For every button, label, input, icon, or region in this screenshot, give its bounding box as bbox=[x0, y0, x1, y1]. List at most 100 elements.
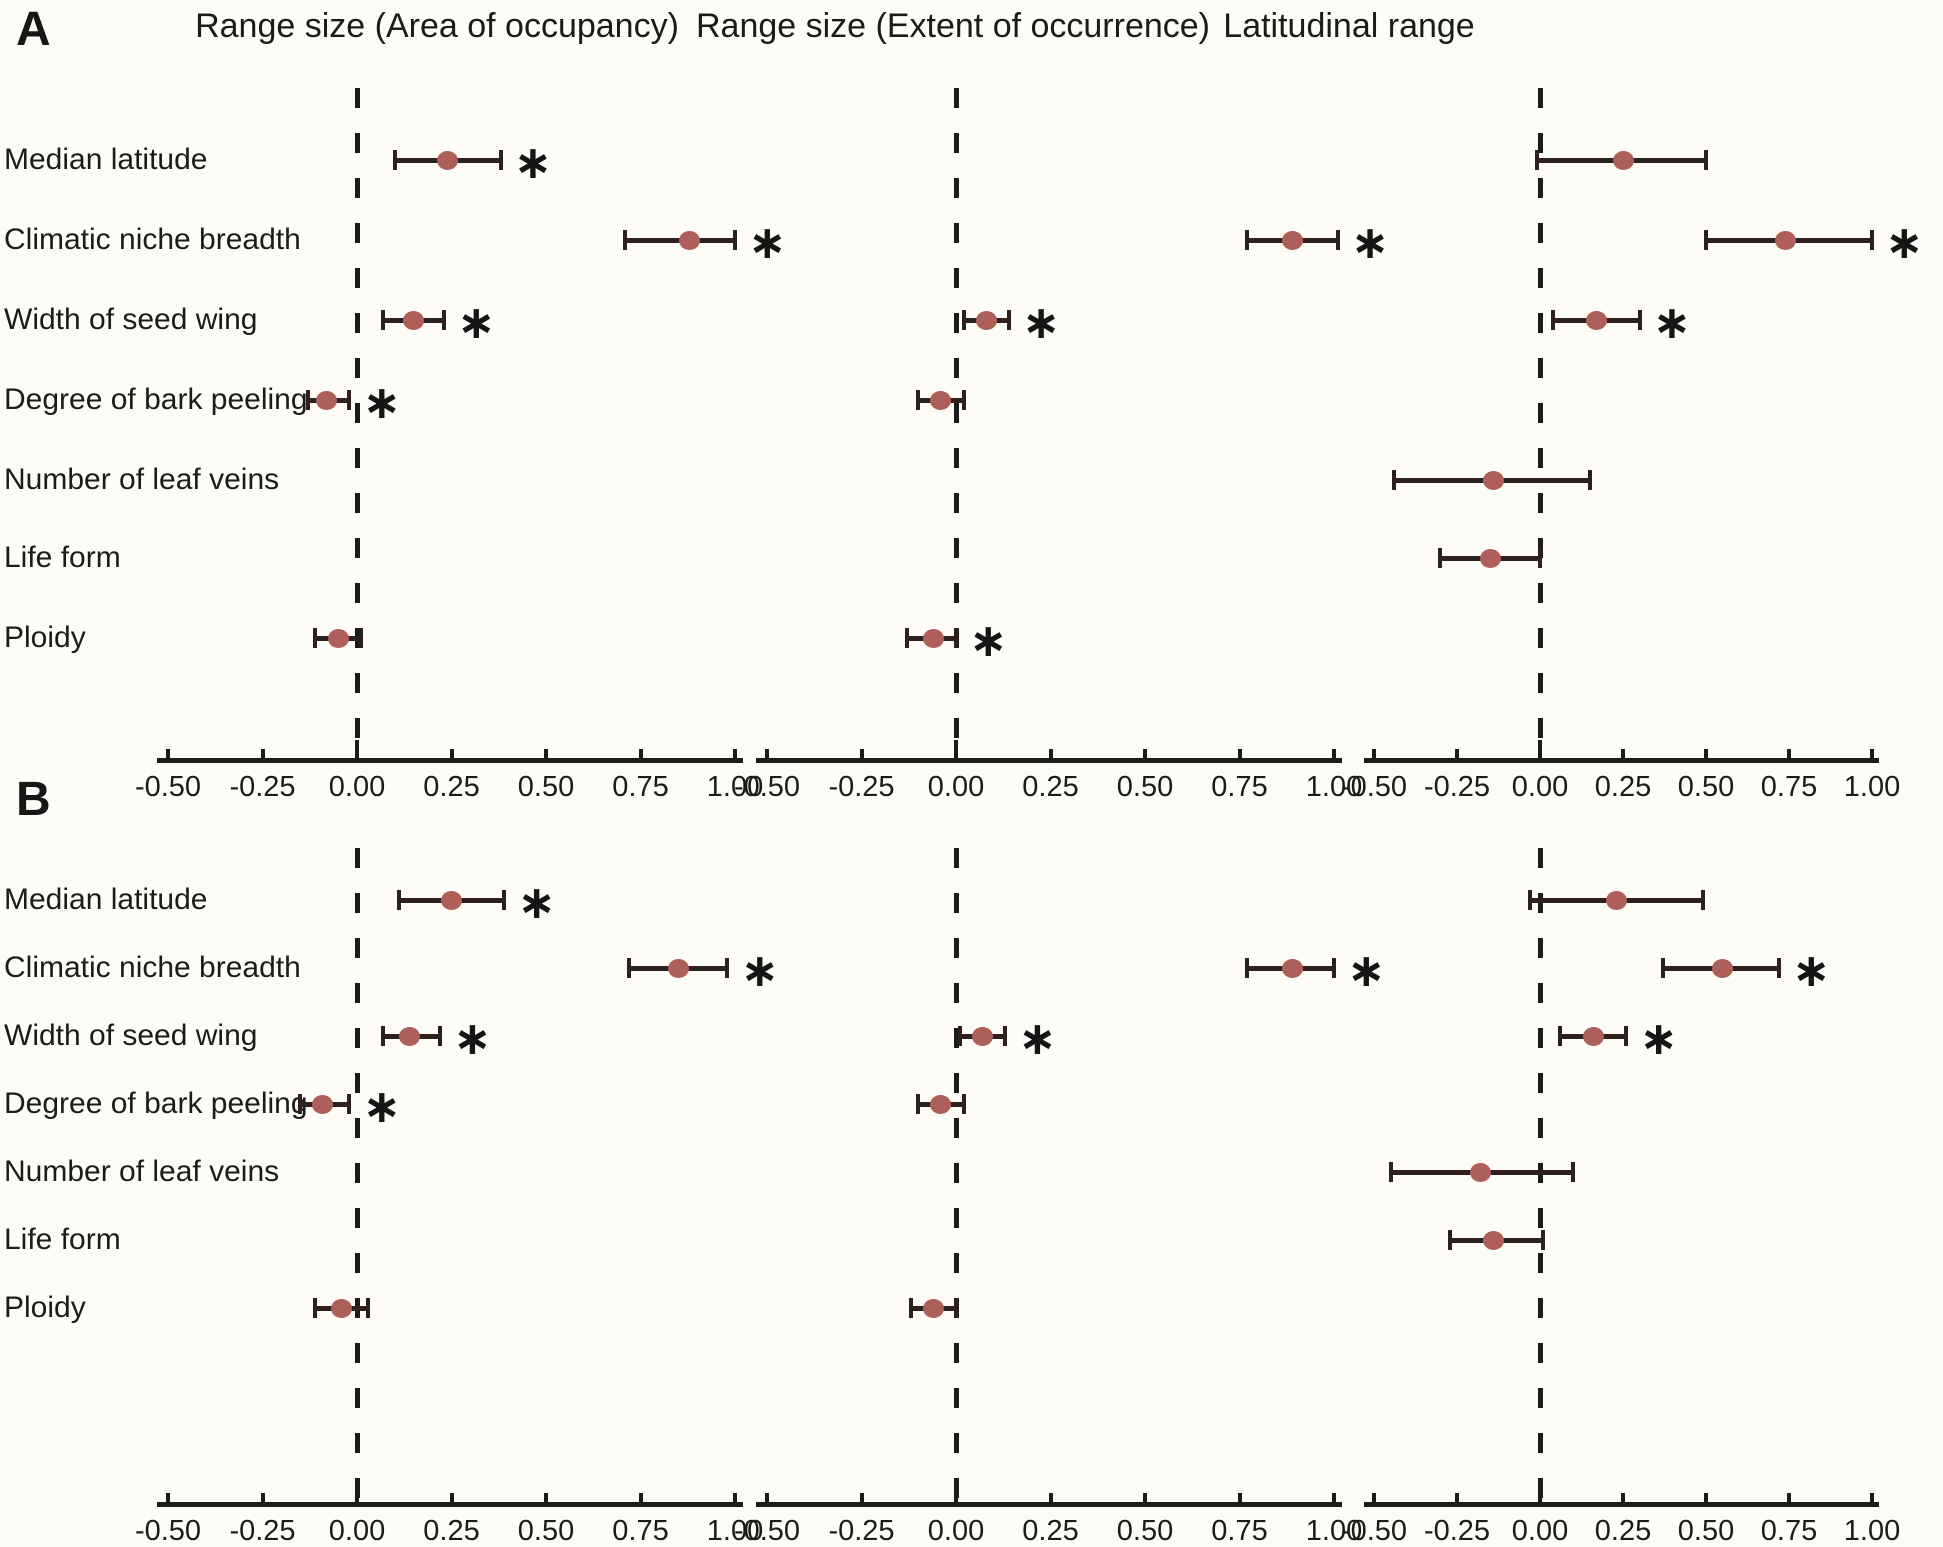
row-label: Ploidy bbox=[4, 1291, 86, 1324]
ci-cap-right bbox=[347, 1094, 352, 1114]
ci-cap-right bbox=[358, 628, 363, 648]
ci-cap-left bbox=[1245, 230, 1250, 250]
axis-tick bbox=[1455, 1493, 1459, 1506]
tick-label: 0.00 bbox=[328, 771, 386, 803]
tick-label: -0.50 bbox=[134, 771, 202, 803]
tick-label: 0.75 bbox=[612, 771, 669, 803]
tick-label: 1.00 bbox=[1305, 1515, 1363, 1547]
axis-tick bbox=[166, 1493, 170, 1506]
significance-star: ∗ bbox=[1350, 215, 1390, 268]
ci-cap-left bbox=[1557, 1026, 1562, 1046]
axis-tick bbox=[1048, 1493, 1053, 1506]
ci-cap-left bbox=[961, 310, 966, 330]
significance-star: ∗ bbox=[1885, 215, 1924, 268]
data-point bbox=[1483, 1230, 1505, 1250]
axis-tick bbox=[544, 1493, 548, 1506]
data-point bbox=[1612, 150, 1634, 170]
tick-label: 0.25 bbox=[423, 771, 480, 803]
tick-label: 0.25 bbox=[1022, 771, 1079, 803]
significance-star: ∗ bbox=[748, 215, 787, 268]
ci-cap-left bbox=[627, 958, 632, 978]
panel-a-label: A bbox=[16, 3, 51, 56]
axis-tick bbox=[1621, 749, 1625, 762]
row-label: Life form bbox=[4, 541, 121, 574]
row-label: Median latitude bbox=[4, 143, 208, 176]
data-point bbox=[312, 1094, 334, 1114]
axis-tick bbox=[1332, 1493, 1336, 1506]
tick-label: 0.75 bbox=[1760, 1515, 1818, 1547]
ci-cap-left bbox=[1391, 470, 1396, 490]
ci-cap-left bbox=[916, 390, 921, 410]
data-point bbox=[441, 890, 462, 910]
tick-label: -0.50 bbox=[733, 771, 801, 803]
panel-b-label: B bbox=[16, 773, 51, 826]
axis-tick bbox=[954, 1484, 958, 1506]
ci-cap-right bbox=[1003, 1026, 1008, 1046]
tick-label: 0.50 bbox=[1677, 771, 1735, 803]
data-point bbox=[667, 958, 689, 978]
row-label: Climatic niche breadth bbox=[4, 951, 301, 984]
data-point bbox=[1281, 230, 1303, 250]
significance-star: ∗ bbox=[1652, 295, 1692, 348]
significance-star: ∗ bbox=[740, 943, 779, 996]
ci-cap-left bbox=[1245, 958, 1250, 978]
tick-label: 1.00 bbox=[1305, 771, 1363, 803]
tick-label: 0.25 bbox=[1594, 1515, 1652, 1547]
data-point bbox=[1712, 958, 1734, 978]
axis-tick bbox=[260, 1493, 265, 1506]
data-point bbox=[403, 310, 425, 330]
tick-label: 0.50 bbox=[1677, 1515, 1735, 1547]
row-label: Life form bbox=[4, 1223, 121, 1256]
axis-tick bbox=[859, 749, 864, 762]
significance-star: ∗ bbox=[517, 875, 556, 928]
tick-label: 0.75 bbox=[612, 1515, 669, 1547]
axis-tick bbox=[544, 749, 548, 762]
axis-tick bbox=[1237, 749, 1242, 762]
row-label: Degree of bark peeling bbox=[4, 383, 308, 416]
ci-cap-left bbox=[396, 890, 401, 910]
axis-tick bbox=[1538, 1484, 1542, 1506]
ci-cap-right bbox=[1335, 230, 1340, 250]
row-label: Degree of bark peeling bbox=[4, 1087, 308, 1120]
tick-label: 0.00 bbox=[328, 1515, 386, 1547]
ci-cap-right bbox=[502, 890, 507, 910]
axis-tick bbox=[859, 1493, 864, 1506]
axis-tick bbox=[260, 749, 265, 762]
tick-label: 0.50 bbox=[1116, 1515, 1174, 1547]
ci-cap-right bbox=[441, 310, 446, 330]
ci-cap-left bbox=[908, 1298, 913, 1318]
significance-star: ∗ bbox=[362, 1079, 401, 1132]
data-point bbox=[316, 390, 338, 410]
axis-tick bbox=[1143, 1493, 1147, 1506]
ci-cap-right bbox=[1538, 548, 1542, 568]
data-point bbox=[1281, 958, 1303, 978]
data-point bbox=[975, 310, 997, 330]
ci-cap-left bbox=[623, 230, 628, 250]
ci-cap-left bbox=[313, 1298, 318, 1318]
row-label: Number of leaf veins bbox=[4, 463, 280, 496]
ci-cap-right bbox=[725, 958, 730, 978]
data-point bbox=[930, 1094, 952, 1114]
axis-tick bbox=[954, 740, 958, 762]
axis-tick bbox=[449, 1493, 454, 1506]
axis-tick bbox=[355, 740, 359, 762]
axis-tick bbox=[1787, 1493, 1791, 1506]
zero-reference-line bbox=[354, 88, 360, 758]
ci-cap-right bbox=[1006, 310, 1011, 330]
ci-cap-left bbox=[957, 1026, 962, 1046]
ci-cap-right bbox=[1571, 1162, 1576, 1182]
row-label: Ploidy bbox=[4, 621, 86, 654]
ci-cap-right bbox=[1587, 470, 1592, 490]
data-point bbox=[1469, 1162, 1491, 1182]
ci-cap-left bbox=[1704, 230, 1708, 250]
axis-tick bbox=[1455, 749, 1459, 762]
tick-label: 1.00 bbox=[1843, 771, 1901, 803]
ci-cap-left bbox=[1388, 1162, 1393, 1182]
tick-label: -0.25 bbox=[1423, 771, 1491, 803]
tick-label: 0.75 bbox=[1211, 771, 1268, 803]
column-title-area-of-occupancy: Range size (Area of occupancy) bbox=[195, 7, 679, 45]
tick-label: -0.25 bbox=[229, 1515, 296, 1547]
row-label: Width of seed wing bbox=[4, 1019, 258, 1052]
zero-reference-line bbox=[953, 848, 959, 1502]
axis-tick bbox=[638, 1493, 643, 1506]
